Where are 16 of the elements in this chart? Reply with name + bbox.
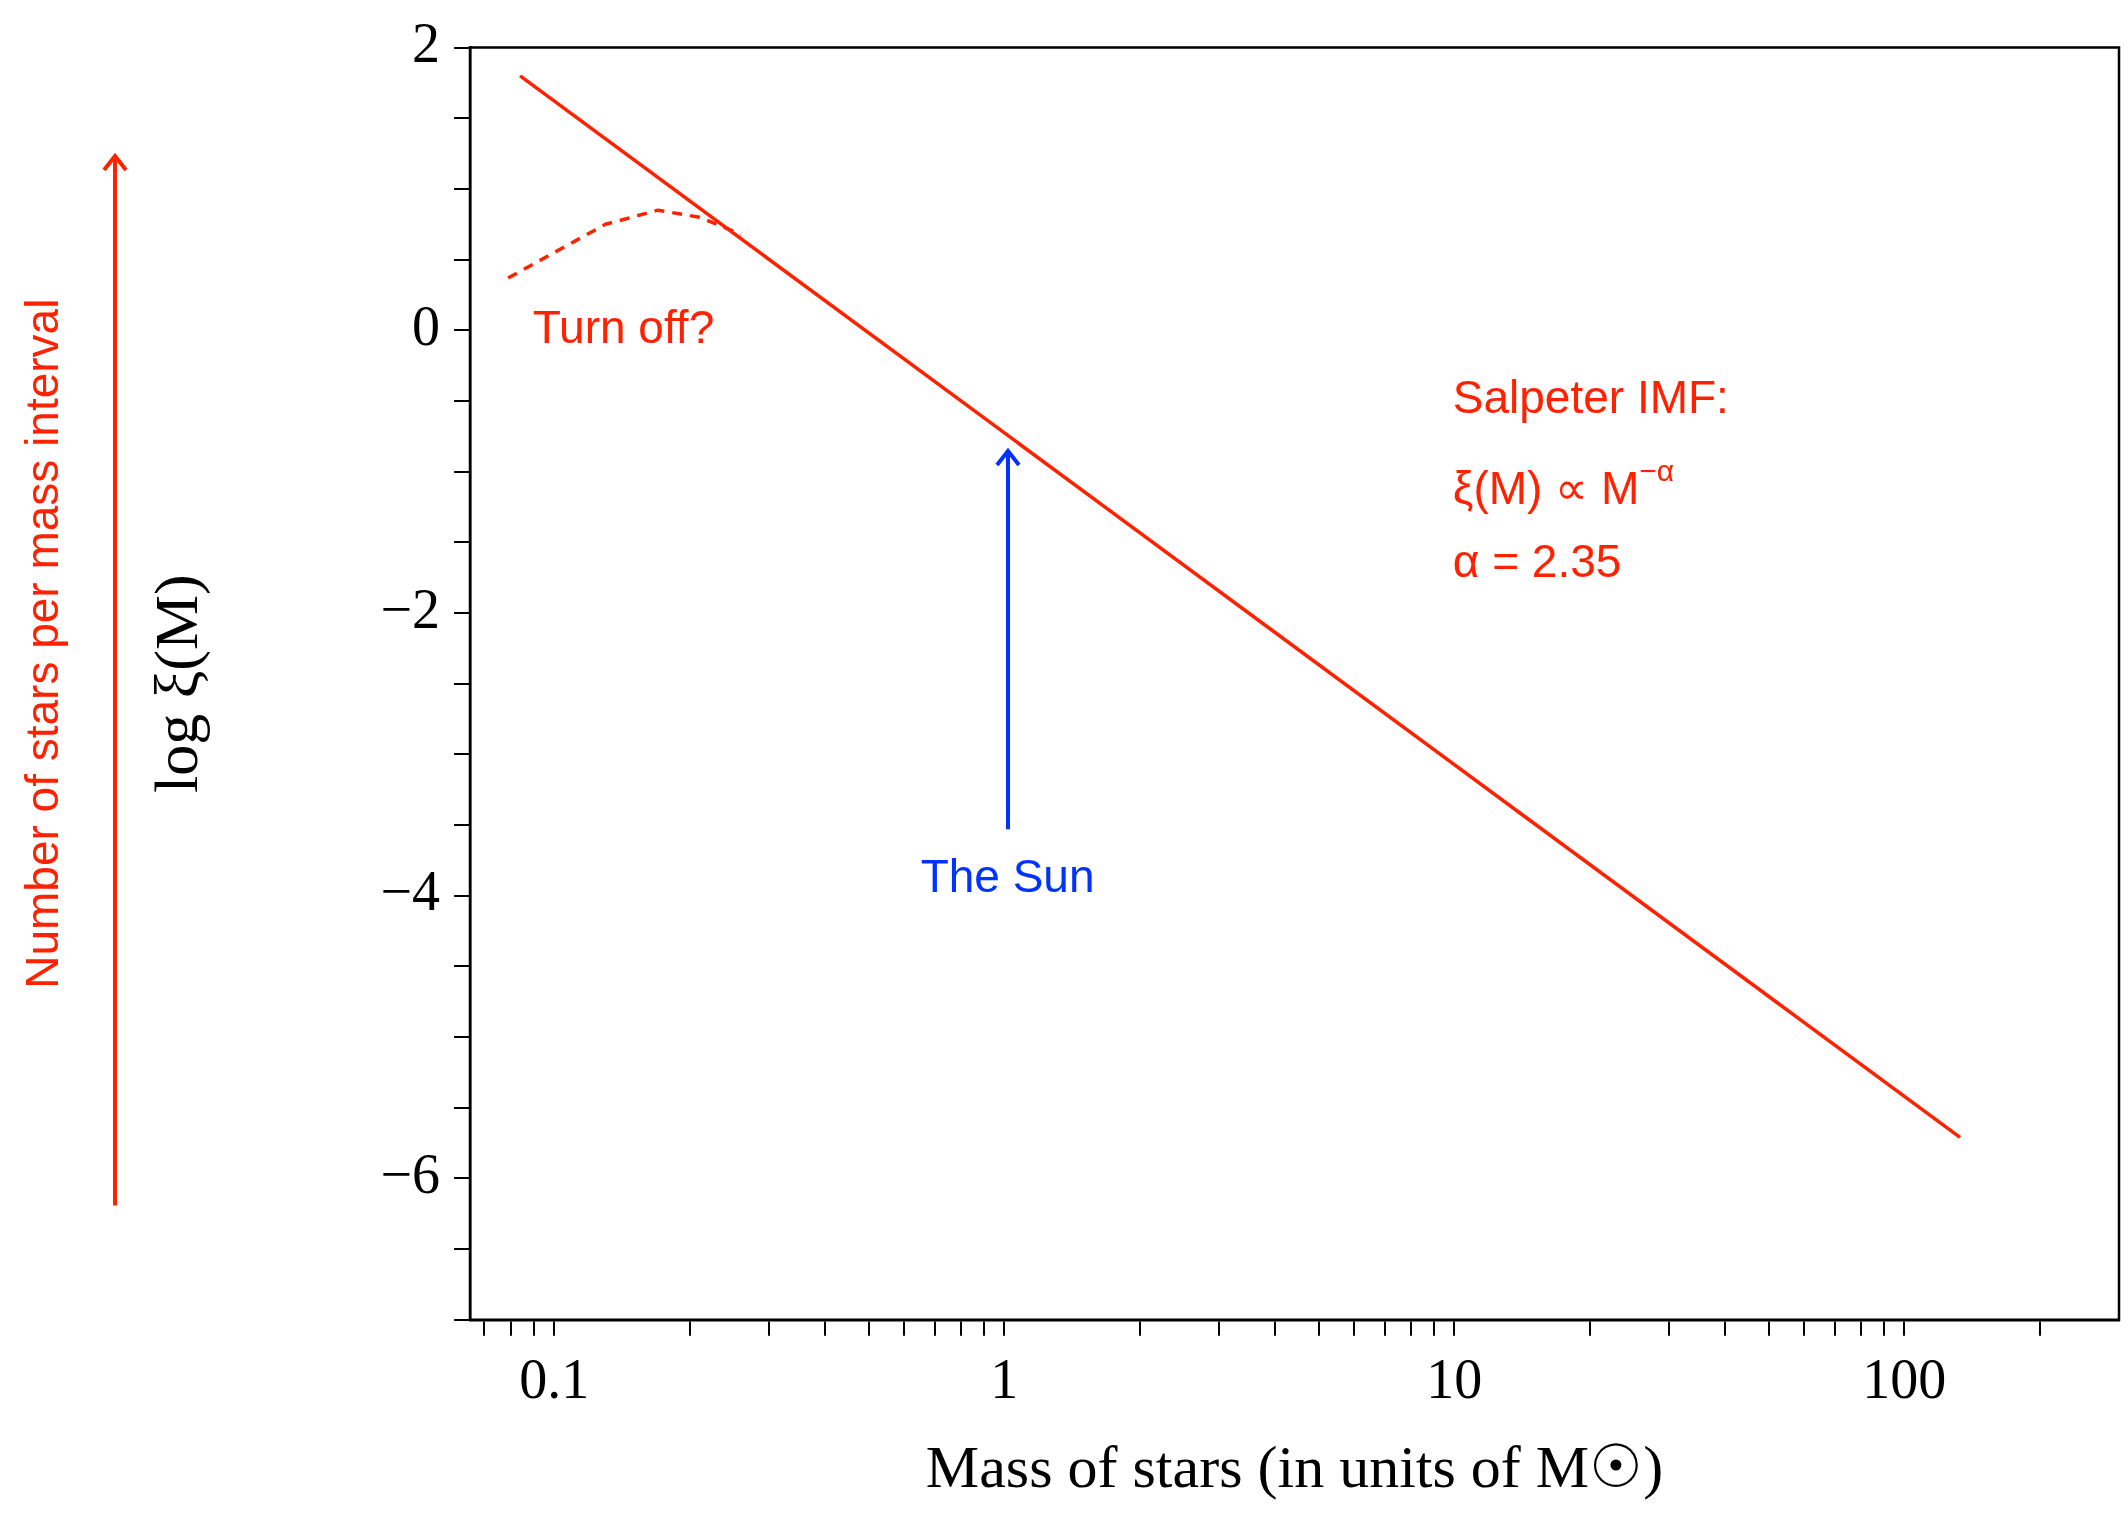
y-tick-label: −2 [380, 577, 440, 640]
y-axis-title: log ξ(M) [142, 574, 212, 794]
text: Number of stars per mass interval [15, 298, 68, 989]
x-axis-title: Mass of stars (in units of M☉) [925, 1433, 1664, 1500]
y-tick-label: 0 [412, 295, 440, 358]
y-tick-label: −4 [380, 860, 440, 923]
x-tick-label: 1 [990, 1348, 1019, 1411]
annotation: Salpeter IMF: [1452, 370, 1729, 423]
x-tick-label: 0.1 [519, 1348, 590, 1411]
x-tick-label: 100 [1862, 1348, 1947, 1411]
annotation: The Sun [920, 850, 1095, 903]
annotation: α = 2.35 [1452, 534, 1622, 587]
annotation: Turn off? [532, 300, 715, 353]
y-tick-label: −6 [380, 1143, 440, 1206]
y-tick-label: 2 [412, 12, 440, 75]
x-tick-label: 10 [1426, 1348, 1483, 1411]
